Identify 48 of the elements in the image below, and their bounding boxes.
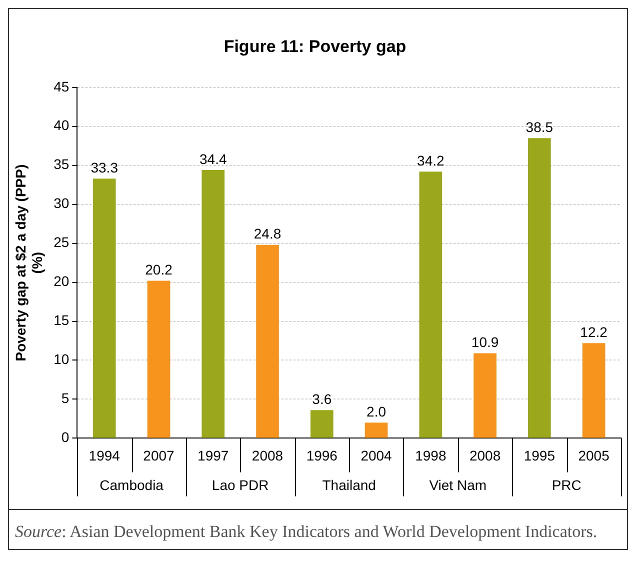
data-label: 12.2	[580, 324, 608, 340]
x-tick-label: 2004	[360, 447, 392, 464]
x-tick-label: 2007	[143, 447, 175, 464]
text: Thailand	[322, 477, 376, 494]
text: Cambodia	[100, 477, 164, 494]
y-tick-label: 20	[54, 273, 70, 290]
y-axis-title: Poverty gap at $2 a day (PPP) (%)	[12, 164, 46, 362]
bar	[310, 410, 334, 438]
y-tick-label: 35	[54, 156, 70, 172]
data-label: 10.9	[471, 334, 499, 350]
y-tick-label: 0	[61, 429, 70, 446]
y-tick-label: 25	[54, 234, 70, 250]
bar	[147, 280, 170, 438]
x-tick-label: 1998	[415, 447, 446, 464]
text: Viet Nam	[429, 477, 487, 494]
source-note: Source: Asian Development Bank Key Indicators and World Development Indicators.	[15, 521, 598, 543]
y-tick-label: 5	[61, 390, 70, 406]
text: Lao PDR	[212, 477, 269, 494]
bar	[92, 178, 116, 438]
y-tick-label: 45	[54, 78, 70, 94]
bar	[528, 138, 551, 438]
data-label: 20.2	[145, 262, 173, 278]
bar	[256, 244, 279, 438]
data-label: 24.8	[254, 226, 282, 242]
chart-title: Figure 11: Poverty gap	[224, 36, 406, 56]
bar	[202, 170, 225, 438]
x-tick-label: 2008	[252, 447, 284, 464]
data-label: 33.3	[90, 159, 118, 176]
bar	[582, 343, 606, 438]
x-tick-label: 2008	[469, 447, 501, 464]
text: PRC	[552, 477, 582, 494]
data-label: 34.4	[200, 150, 227, 167]
data-label: 3.6	[312, 390, 332, 407]
bar	[474, 353, 496, 438]
y-tick-label: 30	[54, 195, 70, 212]
y-tick-label: 40	[54, 117, 70, 134]
y-tick-label: 10	[54, 351, 70, 368]
y-tick-label: 15	[54, 312, 70, 328]
x-tick-label: 1996	[306, 447, 338, 464]
x-tick-label: 2005	[578, 447, 610, 464]
x-tick-label: 1994	[88, 447, 120, 464]
bar	[364, 422, 388, 438]
data-label: 2.0	[366, 403, 386, 420]
bar	[419, 172, 442, 438]
data-label: 34.2	[417, 152, 444, 168]
data-label: 38.5	[526, 118, 554, 135]
x-tick-label: 1995	[524, 447, 556, 464]
x-tick-label: 1997	[198, 447, 229, 464]
